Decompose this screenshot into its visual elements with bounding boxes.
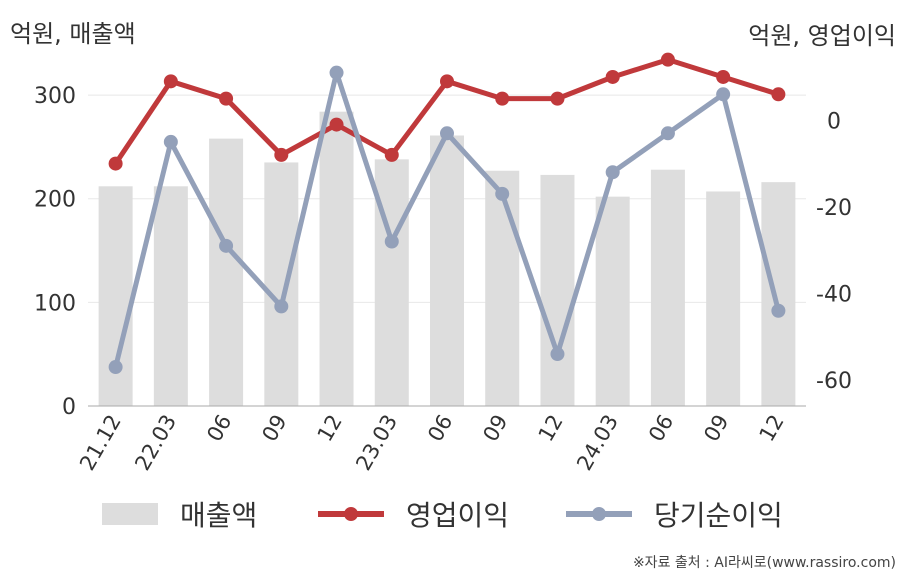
x-tick-label: 23.03 [351,411,402,475]
point-net [660,126,675,141]
x-tick-label: 22.03 [130,411,181,475]
point-net [329,65,344,80]
point-operating [495,91,510,106]
bar-revenue [761,182,796,406]
point-operating [660,52,675,67]
bar-revenue [540,174,575,406]
x-tick-label: 06 [423,411,457,446]
bar-revenue [430,135,464,406]
x-tick-label: 21.12 [75,411,126,475]
point-net [716,87,731,102]
point-operating [329,117,344,132]
point-net [495,186,510,201]
point-operating [163,74,178,89]
x-tick-label: 09 [478,411,512,446]
legend-item-revenue: 매출액 [102,492,257,536]
y-right-tick-label: -40 [816,282,852,307]
legend-item-net: 당기순이익 [566,492,783,536]
bar-revenue [706,191,741,406]
point-operating [219,91,234,106]
point-operating [108,156,123,171]
bar-revenue [650,169,685,406]
x-tick-label: 24.03 [572,411,623,475]
y-left-tick-label: 300 [34,84,76,109]
bar-revenue [153,186,188,406]
legend-swatch-revenue [102,503,158,525]
right-axis-unit: 억원, 영업이익 [748,22,896,50]
y-right-tick-label: -60 [816,369,852,394]
point-operating [440,74,454,89]
x-tick-label: 09 [699,411,733,446]
point-operating [384,147,399,162]
y-left-tick-label: 100 [34,291,76,316]
point-operating [274,147,289,162]
legend-item-operating: 영업이익 [318,492,509,536]
bar-revenue [374,159,409,406]
point-net [163,134,178,149]
point-operating [550,91,565,106]
source-note: ※자료 출처 : AI라씨로(www.rassiro.com) [632,555,896,571]
point-net [274,299,289,314]
y-right-tick-label: -20 [816,196,852,221]
point-net [440,126,454,141]
legend-swatch-net [566,503,632,525]
left-axis-unit: 억원, 매출액 [10,20,136,48]
x-tick-label: 06 [644,411,678,446]
bar-revenue [595,196,630,406]
x-tick-label: 09 [257,411,291,446]
legend-label-operating: 영업이익 [406,499,510,532]
point-net [384,234,399,249]
point-operating [716,69,731,84]
point-net [771,303,786,318]
chart-legend: 매출액 영업이익 당기순이익 [0,492,908,536]
point-net [108,360,123,375]
legend-label-revenue: 매출액 [180,499,258,532]
point-net [550,347,565,362]
y-left-tick-label: 0 [62,395,76,420]
bar-revenue [264,162,299,406]
point-net [219,238,234,253]
bar-revenue [485,170,520,406]
legend-label-net: 당기순이익 [654,499,783,532]
bar-revenue [319,111,354,406]
bar-revenue [209,138,244,407]
x-tick-label: 12 [313,411,347,446]
x-tick-label: 12 [534,411,568,446]
point-operating [771,87,786,102]
legend-swatch-operating [318,503,384,525]
point-net [605,165,620,180]
point-operating [605,69,620,84]
x-tick-label: 12 [755,411,789,446]
x-tick-label: 06 [202,411,236,446]
y-right-tick-label: 0 [827,109,841,134]
y-left-tick-label: 200 [34,188,76,213]
